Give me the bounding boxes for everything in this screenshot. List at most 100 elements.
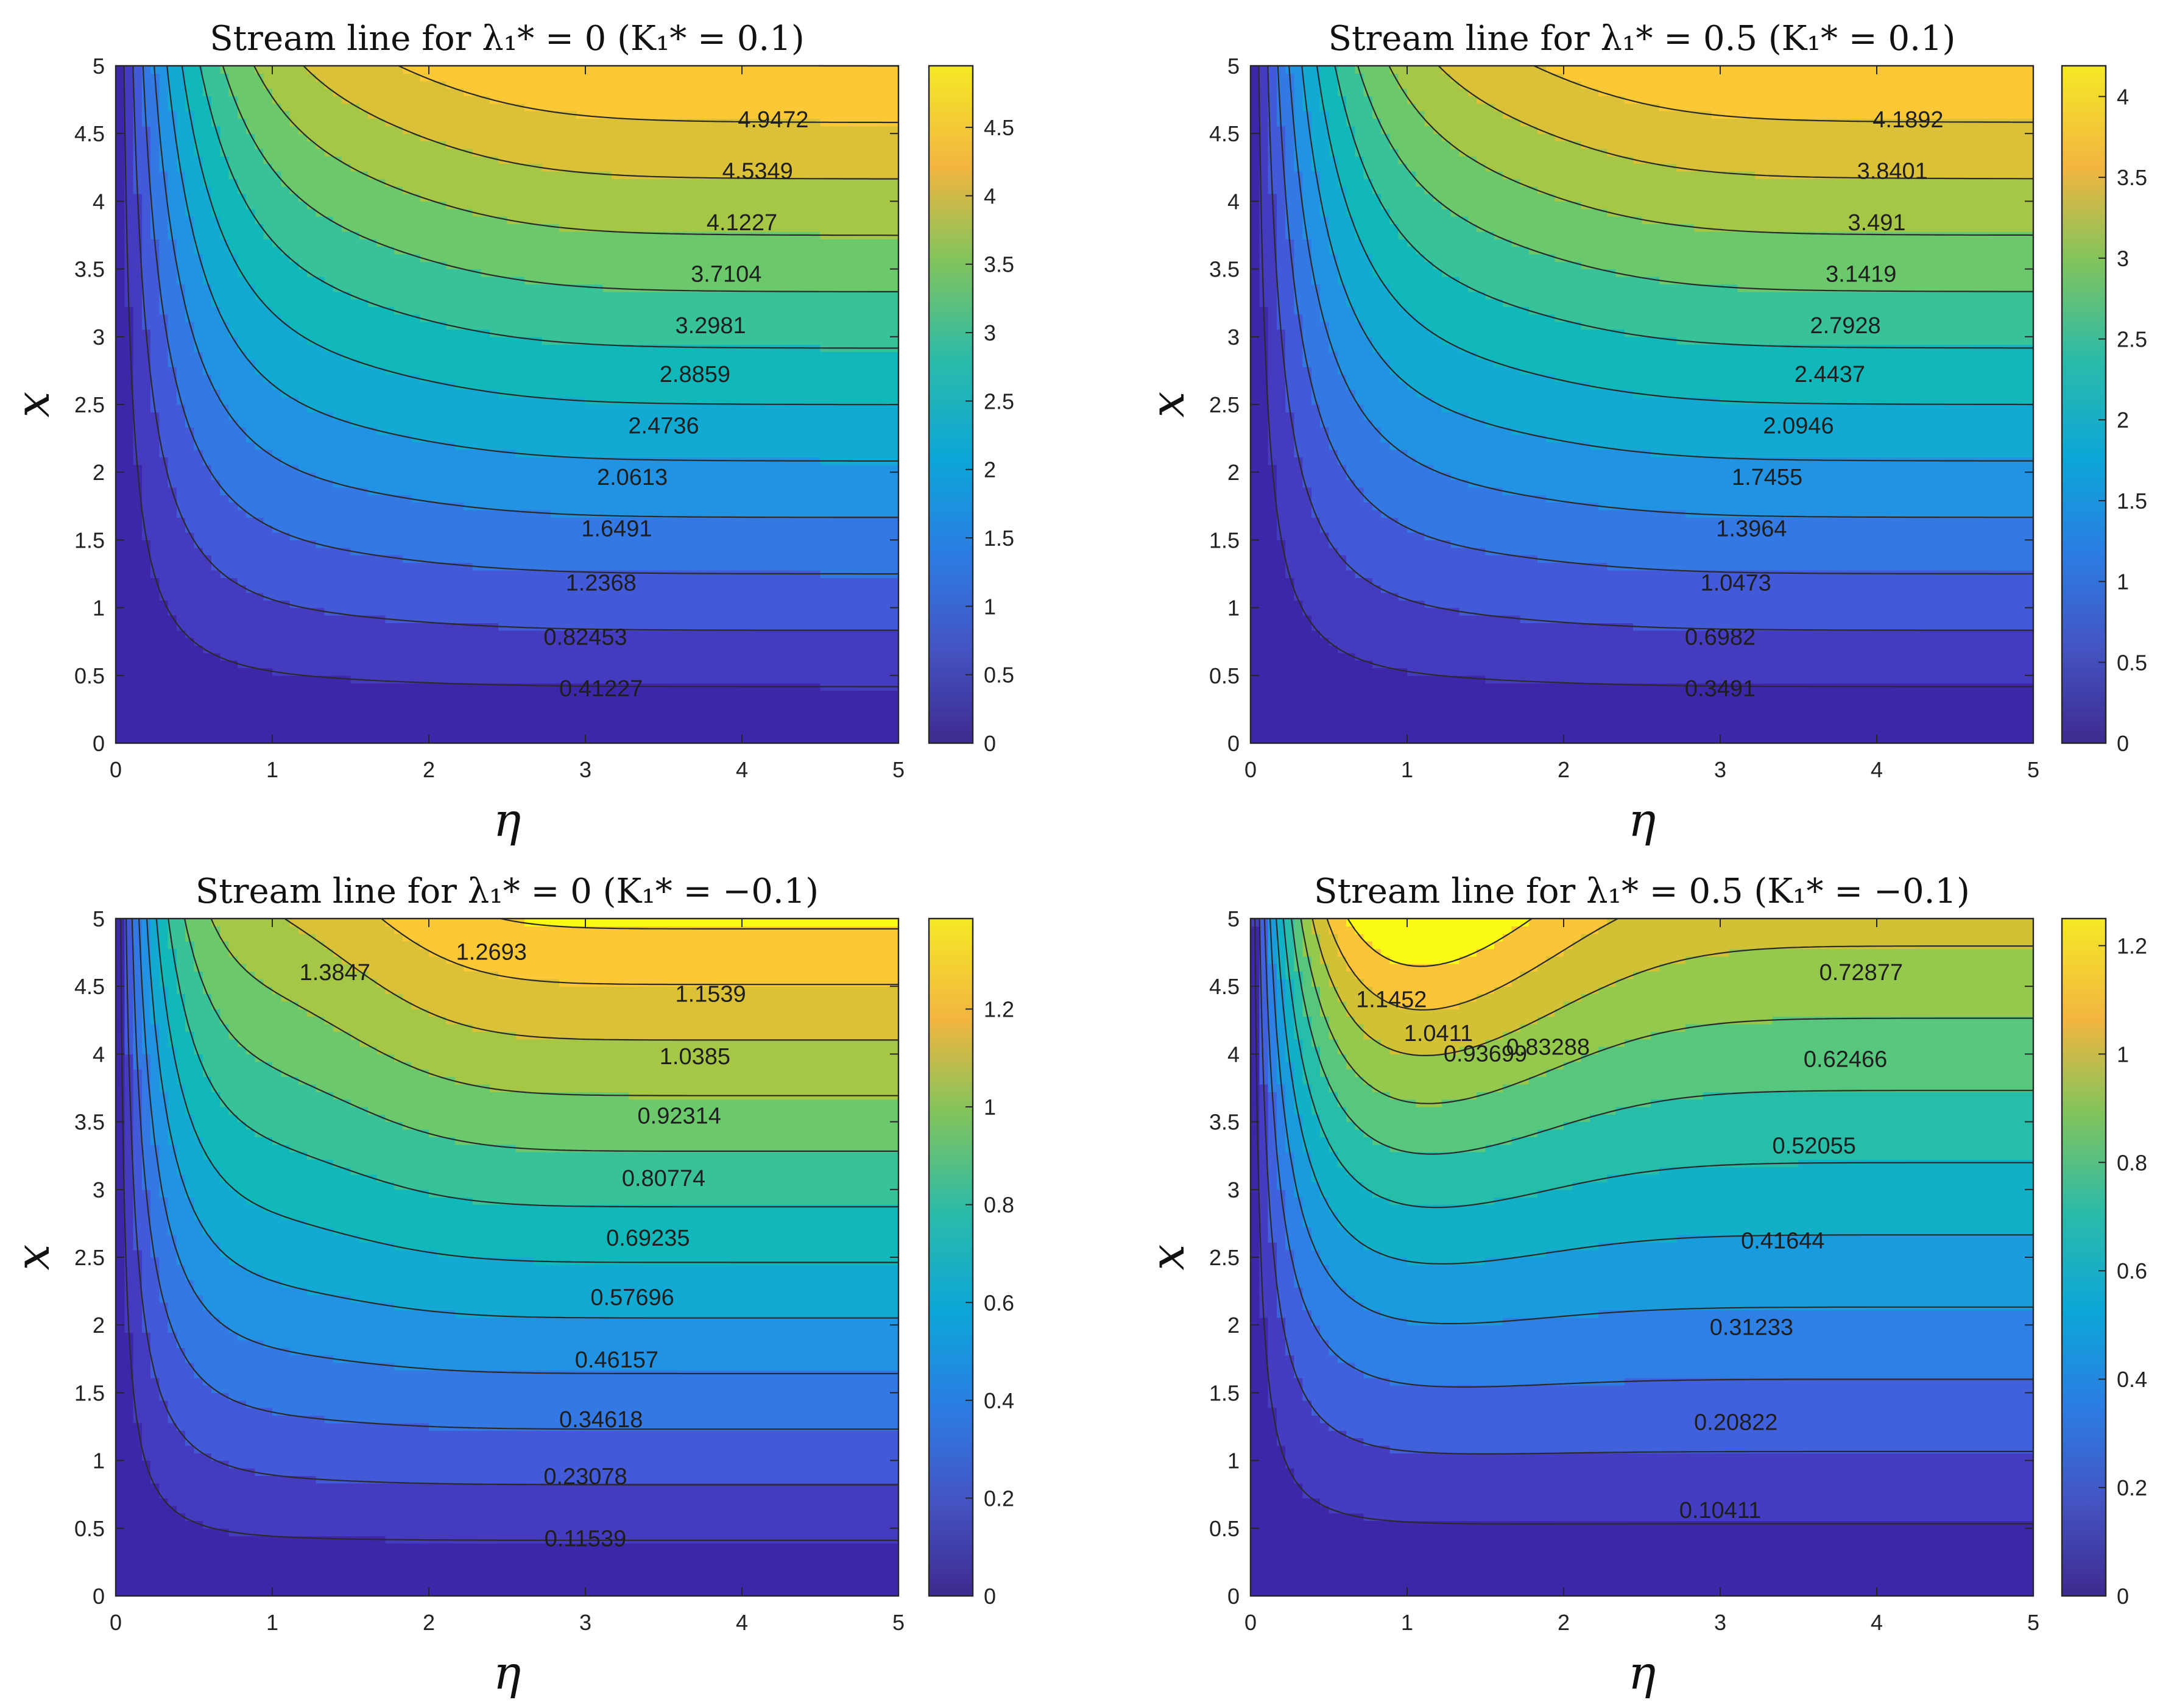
contour-cell bbox=[777, 638, 786, 646]
contour-cell bbox=[838, 668, 847, 676]
contour-cell bbox=[307, 638, 316, 646]
contour-cell bbox=[437, 645, 446, 653]
contour-cell bbox=[376, 638, 386, 646]
contour-cell bbox=[733, 676, 743, 683]
contour-cell bbox=[646, 668, 655, 676]
contour-cell bbox=[821, 728, 830, 736]
contour-cell bbox=[533, 660, 542, 668]
contour-cell bbox=[185, 676, 194, 683]
contour-cell bbox=[664, 660, 673, 668]
contour-cell bbox=[229, 721, 238, 729]
contour-cell bbox=[516, 668, 525, 676]
contour-cell bbox=[307, 683, 316, 691]
contour-cell bbox=[255, 676, 264, 683]
contour-cell bbox=[524, 638, 534, 646]
contour-cell bbox=[133, 683, 143, 691]
contour-cell bbox=[490, 630, 499, 638]
contour-cell bbox=[768, 668, 777, 676]
contour-cell bbox=[821, 660, 830, 668]
contour-cell bbox=[359, 668, 369, 676]
contour-cell bbox=[542, 676, 551, 683]
contour-cell bbox=[846, 698, 855, 706]
contour-cell bbox=[542, 713, 551, 721]
contour-cell bbox=[368, 653, 377, 661]
contour-cell bbox=[142, 728, 151, 736]
contour-cell bbox=[803, 698, 812, 706]
contour-cell bbox=[733, 668, 743, 676]
contour-cell bbox=[498, 721, 507, 729]
contour-cell bbox=[220, 698, 229, 706]
contour-cell bbox=[420, 736, 429, 744]
contour-cell bbox=[159, 728, 168, 736]
contour-cell bbox=[325, 691, 334, 699]
contour-cell bbox=[472, 721, 481, 729]
contour-cell bbox=[829, 676, 838, 683]
contour-cell bbox=[881, 728, 890, 736]
contour-cell bbox=[464, 676, 473, 683]
contour-cell bbox=[333, 653, 342, 661]
contour-cell bbox=[690, 698, 699, 706]
contour-cell bbox=[177, 705, 186, 713]
contour-cell bbox=[455, 705, 464, 713]
contour-cell bbox=[472, 638, 481, 646]
contour-cell bbox=[785, 698, 794, 706]
contour-cell bbox=[333, 630, 342, 638]
contour-cell bbox=[376, 721, 386, 729]
contour-cell bbox=[446, 653, 456, 661]
contour-cell bbox=[411, 705, 420, 713]
contour-cell bbox=[507, 630, 517, 638]
contour-cell bbox=[307, 698, 316, 706]
contour-cell bbox=[194, 705, 203, 713]
contour-cell bbox=[229, 713, 238, 721]
contour-cell bbox=[629, 630, 638, 638]
contour-cell bbox=[690, 713, 699, 721]
contour-cell bbox=[585, 653, 595, 661]
contour-cell bbox=[255, 683, 264, 691]
contour-cell bbox=[211, 728, 221, 736]
contour-cell bbox=[655, 645, 664, 653]
contour-cell bbox=[872, 668, 881, 676]
contour-cell bbox=[524, 713, 534, 721]
contour-cell bbox=[620, 653, 629, 661]
contour-cell bbox=[750, 698, 760, 706]
contour-cell bbox=[472, 713, 481, 721]
contour-cell bbox=[481, 698, 490, 706]
contour-cell bbox=[638, 668, 647, 676]
contour-cell bbox=[159, 736, 168, 744]
contour-cell bbox=[464, 736, 473, 744]
contour-cell bbox=[829, 645, 838, 653]
contour-cell bbox=[368, 705, 377, 713]
contour-cell bbox=[429, 728, 438, 736]
contour-cell bbox=[185, 691, 194, 699]
contour-cell bbox=[838, 698, 847, 706]
contour-cell bbox=[707, 645, 716, 653]
contour-cell bbox=[699, 645, 708, 653]
contour-cell bbox=[359, 653, 369, 661]
contour-cell bbox=[890, 736, 899, 744]
contour-cell bbox=[159, 638, 168, 646]
contour-cell bbox=[655, 721, 664, 729]
contour-cell bbox=[768, 645, 777, 653]
contour-cell bbox=[777, 668, 786, 676]
contour-cell bbox=[446, 698, 456, 706]
contour-cell bbox=[664, 721, 673, 729]
contour-cell bbox=[794, 668, 803, 676]
contour-cell bbox=[803, 691, 812, 699]
contour-cell bbox=[490, 705, 499, 713]
contour-cell bbox=[742, 630, 751, 638]
contour-cell bbox=[281, 660, 290, 668]
contour-cell bbox=[664, 676, 673, 683]
contour-cell bbox=[672, 653, 682, 661]
contour-cell bbox=[446, 668, 456, 676]
contour-cell bbox=[681, 705, 690, 713]
contour-cell bbox=[568, 705, 577, 713]
contour-cell bbox=[638, 653, 647, 661]
contour-cell bbox=[629, 705, 638, 713]
contour-cell bbox=[168, 630, 177, 638]
contour-cell bbox=[690, 691, 699, 699]
contour-cell bbox=[116, 713, 125, 721]
contour-cell bbox=[855, 676, 864, 683]
contour-cell bbox=[264, 630, 273, 638]
contour-cell bbox=[281, 698, 290, 706]
contour-cell bbox=[890, 713, 899, 721]
